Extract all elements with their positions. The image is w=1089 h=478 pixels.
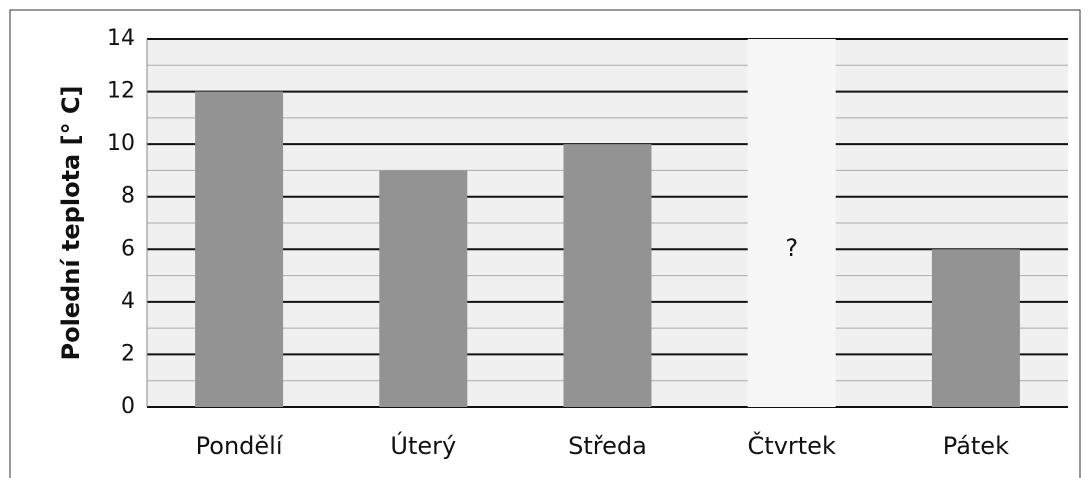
y-tick-label: 14	[107, 26, 135, 51]
y-tick-label: 10	[107, 131, 135, 156]
y-axis-label: Polední teplota [° C]	[57, 85, 85, 360]
missing-band	[747, 39, 836, 407]
bar	[563, 144, 652, 407]
x-tick-label: Středa	[568, 432, 647, 460]
y-tick-label: 0	[121, 394, 135, 419]
bar	[195, 91, 284, 408]
annotation: ?	[785, 234, 798, 262]
y-tick-label: 4	[121, 289, 135, 314]
y-tick-label: 6	[121, 236, 135, 261]
y-tick-label: 12	[107, 79, 135, 104]
x-tick-label: Čtvrtek	[748, 430, 836, 460]
y-tick-label: 2	[121, 341, 135, 366]
bar	[379, 170, 468, 407]
x-tick-label: Pondělí	[196, 432, 284, 460]
x-tick-label: Pátek	[943, 432, 1009, 460]
frame	[9, 9, 1081, 478]
x-tick-label: Úterý	[390, 430, 456, 460]
bar	[931, 249, 1020, 407]
y-tick-label: 8	[121, 184, 135, 209]
